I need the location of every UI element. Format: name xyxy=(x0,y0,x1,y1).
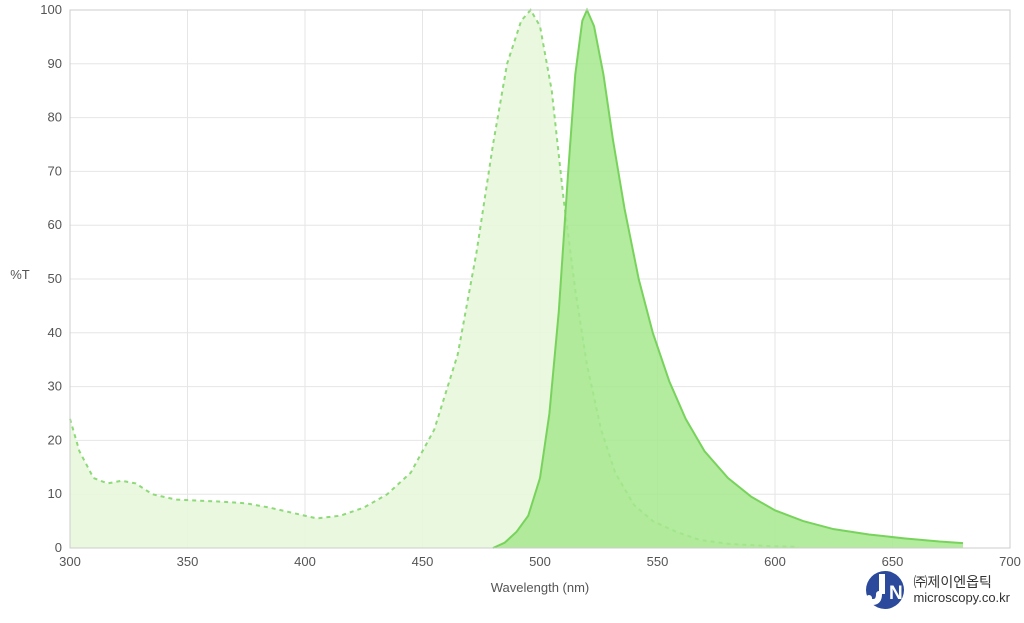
svg-text:50: 50 xyxy=(48,271,62,286)
svg-text:10: 10 xyxy=(48,486,62,501)
svg-text:650: 650 xyxy=(882,554,904,569)
company-logo-icon: N xyxy=(865,570,905,610)
svg-text:60: 60 xyxy=(48,217,62,232)
svg-text:%T: %T xyxy=(10,267,30,282)
svg-text:600: 600 xyxy=(764,554,786,569)
footer-logo: N ㈜제이엔옵틱 microscopy.co.kr xyxy=(865,570,1010,610)
svg-text:90: 90 xyxy=(48,56,62,71)
svg-text:700: 700 xyxy=(999,554,1021,569)
svg-text:Wavelength (nm): Wavelength (nm) xyxy=(491,580,590,595)
svg-text:100: 100 xyxy=(40,2,62,17)
svg-text:30: 30 xyxy=(48,379,62,394)
svg-text:300: 300 xyxy=(59,554,81,569)
svg-text:40: 40 xyxy=(48,325,62,340)
svg-text:500: 500 xyxy=(529,554,551,569)
svg-text:0: 0 xyxy=(55,540,62,555)
spectrum-chart: 300 350 400 450 500 550 600 650 700 0 10 20 30 40 50 60… xyxy=(0,0,1024,618)
svg-text:20: 20 xyxy=(48,432,62,447)
svg-text:550: 550 xyxy=(647,554,669,569)
company-website: microscopy.co.kr xyxy=(913,591,1010,605)
svg-text:350: 350 xyxy=(177,554,199,569)
svg-text:450: 450 xyxy=(412,554,434,569)
svg-text:400: 400 xyxy=(294,554,316,569)
svg-text:N: N xyxy=(889,583,903,604)
svg-text:70: 70 xyxy=(48,163,62,178)
svg-text:80: 80 xyxy=(48,110,62,125)
company-name: ㈜제이엔옵틱 xyxy=(913,575,1010,590)
